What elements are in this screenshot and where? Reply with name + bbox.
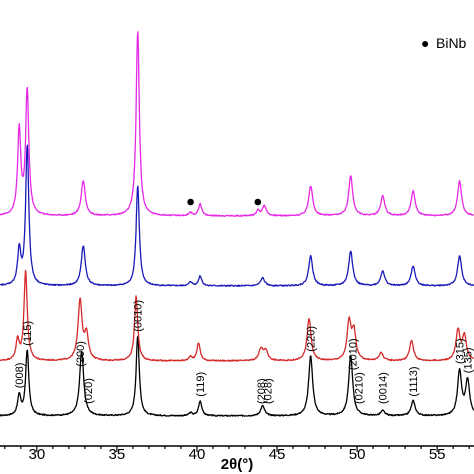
peak-label-11: (0210) <box>354 372 366 404</box>
series-line-2 <box>0 269 474 362</box>
series-line-4 <box>0 31 474 217</box>
peak-label-12: (0014) <box>378 372 390 404</box>
legend-label: BiNb <box>436 35 467 51</box>
x-tick-label: 45 <box>269 446 286 463</box>
peak-label-6: (119) <box>195 372 207 397</box>
peak-label-14: (315) <box>455 338 467 364</box>
peak-label-5: (0010) <box>133 300 145 332</box>
legend-marker: ● <box>421 35 429 51</box>
peak-label-7: (208) <box>256 378 268 404</box>
x-tick-label: 55 <box>429 446 446 463</box>
x-tick-label: 40 <box>189 446 206 463</box>
impurity-marker-1 <box>187 198 194 206</box>
peak-label-2: (115) <box>22 321 34 346</box>
peak-label-9: (220) <box>306 326 318 352</box>
series-layer <box>0 31 474 417</box>
legend: ● BiNb <box>421 35 467 51</box>
series-line-1 <box>0 335 474 417</box>
peak-label-8: (028) <box>262 378 274 404</box>
peak-label-10: (2010) <box>347 338 359 370</box>
peak-label-13: (1113) <box>408 366 420 396</box>
peak-label-15: (135) <box>463 348 474 374</box>
x-tick-label: 30 <box>28 446 45 463</box>
x-axis: 30 35 40 45 50 55 <box>0 445 474 463</box>
series-line-3 <box>0 144 474 288</box>
peak-label-layer: (008) (115) (200) (020) (0010) (119) (208)(028… <box>14 300 474 404</box>
x-tick-label: 35 <box>109 446 126 463</box>
peak-label-1: (008) <box>14 363 26 389</box>
marker-layer <box>187 198 262 206</box>
x-tick-label: 50 <box>349 446 366 463</box>
peak-label-4: (020) <box>83 378 95 404</box>
x-axis-title: 2θ(°) <box>221 456 253 473</box>
impurity-marker-2 <box>254 198 262 206</box>
peak-label-3: (200) <box>75 341 87 367</box>
